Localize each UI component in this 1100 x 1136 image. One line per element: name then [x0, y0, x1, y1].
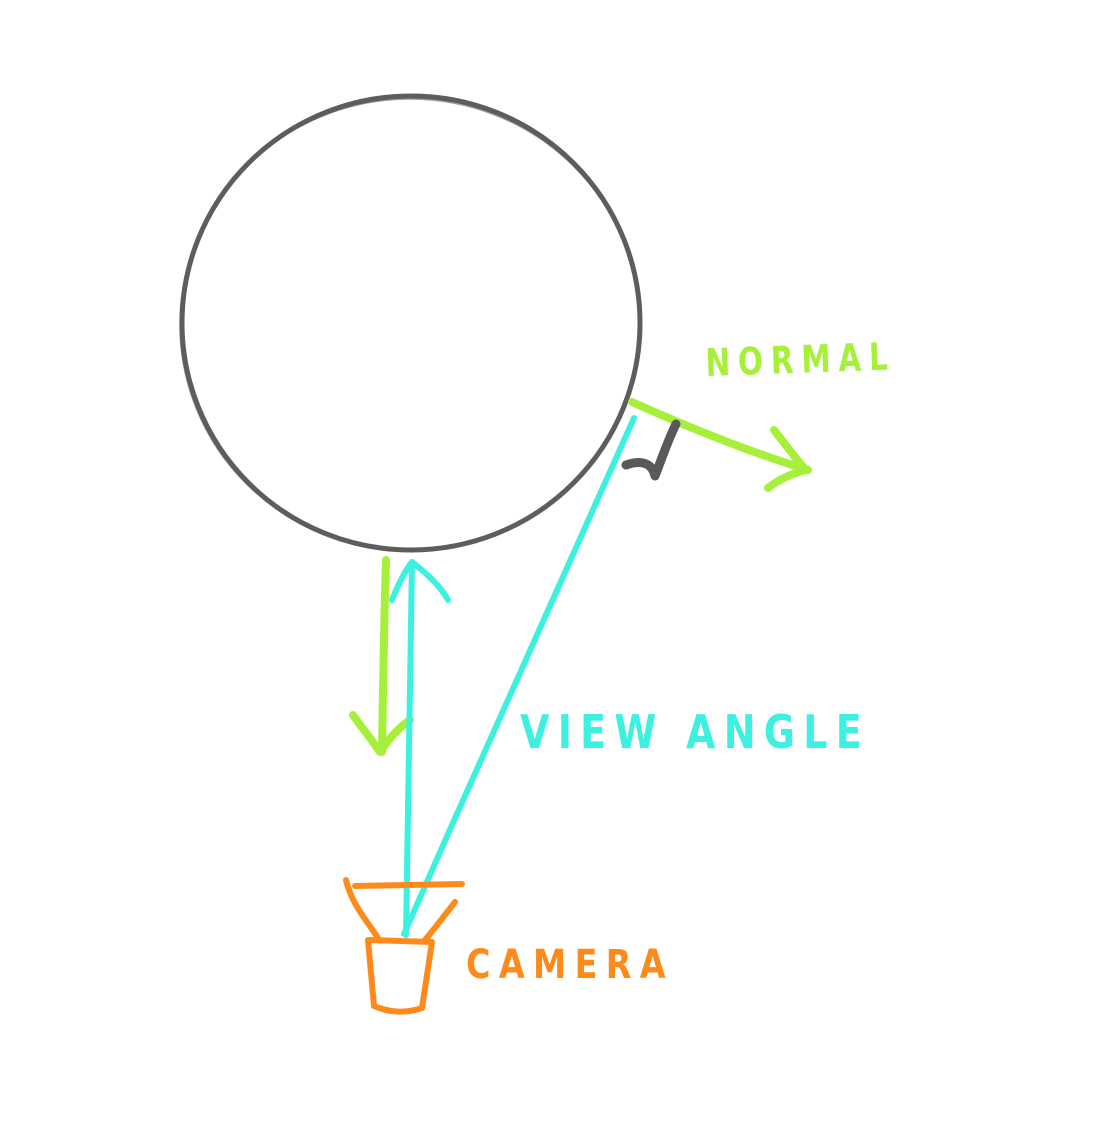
camera-label: CAMERA [466, 942, 674, 988]
sphere [179, 93, 643, 553]
view-rays [389, 415, 637, 938]
camera-body [365, 937, 435, 1015]
camera-lens-top [352, 881, 465, 889]
normal-arrowhead-right [764, 426, 810, 492]
normal-shaft-down [378, 556, 390, 756]
view-ray-bottom [403, 559, 415, 938]
normal-label: NORMAL [705, 334, 896, 385]
surface-normal-arrow-down [349, 556, 414, 756]
view-ray-bottom-arrowhead [389, 559, 451, 603]
sphere-outline-sketch [179, 98, 641, 552]
angle-tick-mark [621, 419, 681, 481]
normal-shaft-right [628, 398, 812, 474]
surface-normal-arrow-right [628, 398, 812, 492]
camera-icon [343, 877, 465, 1015]
view-angle-label: VIEW ANGLE [520, 705, 870, 759]
view-ray-angled [401, 415, 637, 937]
camera-lens-right [422, 899, 458, 943]
normal-arrowhead-down [349, 711, 414, 756]
camera-lens-left [343, 877, 381, 941]
